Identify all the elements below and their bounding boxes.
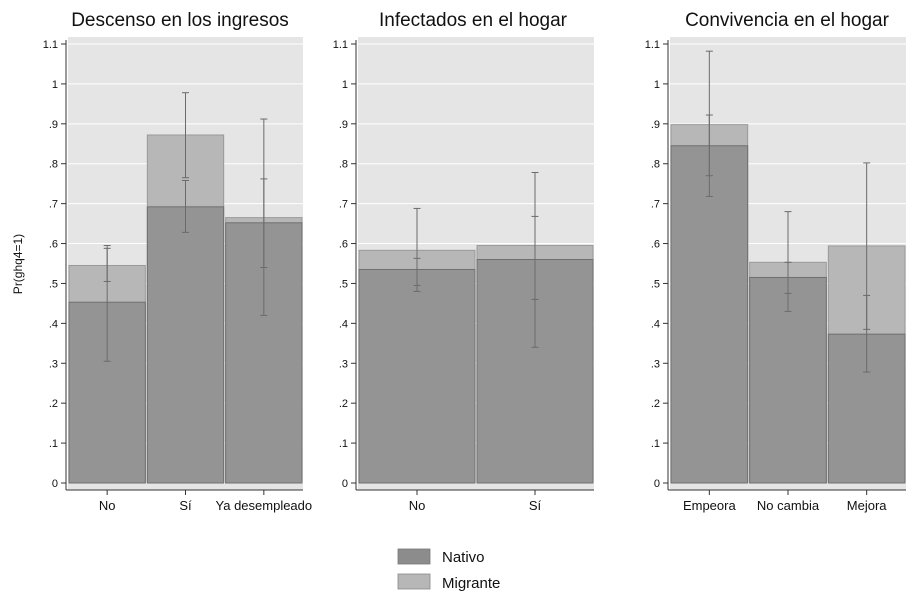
x-tick-label-empeora: Empeora — [683, 498, 737, 513]
y-tick-label: 1.1 — [333, 39, 348, 51]
legend-label-migrante: Migrante — [442, 575, 500, 592]
y-tick-label: .8 — [651, 159, 660, 171]
legend-label-nativo: Nativo — [442, 549, 485, 566]
y-tick-label: .3 — [49, 358, 58, 370]
panel-title: Infectados en el hogar — [379, 10, 568, 31]
panel-descenso-en-los-ingresos: Descenso en los ingresos 0 .1 .2 .3 .4 .5 .6 .7.… — [43, 10, 312, 513]
legend-swatch-migrante — [397, 573, 431, 590]
panels: Descenso en los ingresos 0 .1 .2 .3 .4 .5 .6 .7.… — [43, 10, 906, 513]
bar-nativo-no — [358, 268, 476, 484]
legend: Nativo Migrante — [397, 548, 500, 592]
error-bars — [103, 92, 268, 362]
y-tick-label: .8 — [49, 159, 58, 171]
bars — [670, 124, 906, 484]
panel-infectados-en-el-hogar: Infectados en el hogar 0 .1 .2 .3 .4 .5 .6 .7 .8.… — [333, 10, 594, 513]
y-tick-label: 0 — [342, 478, 348, 490]
y-tick-label: .5 — [49, 278, 58, 290]
bar-nativo-si — [146, 206, 225, 484]
y-tick-label: .2 — [339, 398, 348, 410]
y-tick-label: .1 — [339, 438, 348, 450]
y-tick-label: .7 — [339, 199, 348, 211]
y-tick-label: .4 — [49, 318, 58, 330]
legend-swatch-nativo — [397, 548, 431, 565]
error-bars — [413, 172, 539, 348]
x-tick-label-ya-desempleado: Ya desempleado — [216, 498, 313, 513]
x-tick-label-no-cambia: No cambia — [757, 498, 820, 513]
y-tick-label: .3 — [651, 358, 660, 370]
y-tick-label: 1.1 — [43, 39, 58, 51]
y-tick-label: .9 — [49, 119, 58, 131]
y-tick-label: 0 — [654, 478, 660, 490]
y-tick-label: .7 — [49, 199, 58, 211]
x-tick-label-si: Sí — [529, 498, 542, 513]
y-tick-label: 1 — [654, 79, 660, 91]
x-tick-label-mejora: Mejora — [847, 498, 888, 513]
y-tick-label: .2 — [49, 398, 58, 410]
panel-convivencia-en-el-hogar: Convivencia en el hogar 0 .1 .2 .3 .4 .5 .6 .7 .8… — [645, 10, 906, 513]
error-bars — [705, 50, 871, 373]
y-axis-label: Pr(ghq4=1) — [11, 234, 25, 294]
y-tick-label: .6 — [651, 239, 660, 251]
panel-title: Descenso en los ingresos — [71, 10, 289, 31]
y-tick-label: .5 — [651, 278, 660, 290]
y-tick-label: .8 — [339, 159, 348, 171]
y-tick-label: .4 — [339, 318, 348, 330]
panel-title: Convivencia en el hogar — [685, 10, 890, 31]
y-tick-label: 0 — [52, 478, 58, 490]
y-tick-label: 1 — [342, 79, 348, 91]
y-tick-label: .1 — [651, 438, 660, 450]
x-tick-label-no: No — [99, 498, 116, 513]
y-tick-label: .3 — [339, 358, 348, 370]
y-tick-label: .9 — [339, 119, 348, 131]
y-tick-label: .7 — [651, 199, 660, 211]
y-tick-label: 1 — [52, 79, 58, 91]
y-tick-label: .6 — [339, 239, 348, 251]
y-tick-label: .5 — [339, 278, 348, 290]
y-tick-label: .9 — [651, 119, 660, 131]
y-tick-label: .6 — [49, 239, 58, 251]
y-tick-label: .4 — [651, 318, 660, 330]
y-tick-label: 1.1 — [645, 39, 660, 51]
y-tick-label: .2 — [651, 398, 660, 410]
y-tick-label: .1 — [49, 438, 58, 450]
bar-nativo-empeora — [670, 145, 749, 484]
x-tick-label-no: No — [409, 498, 426, 513]
bar-nativo-no-cambia — [749, 276, 827, 484]
x-tick-label-si: Sí — [179, 498, 192, 513]
